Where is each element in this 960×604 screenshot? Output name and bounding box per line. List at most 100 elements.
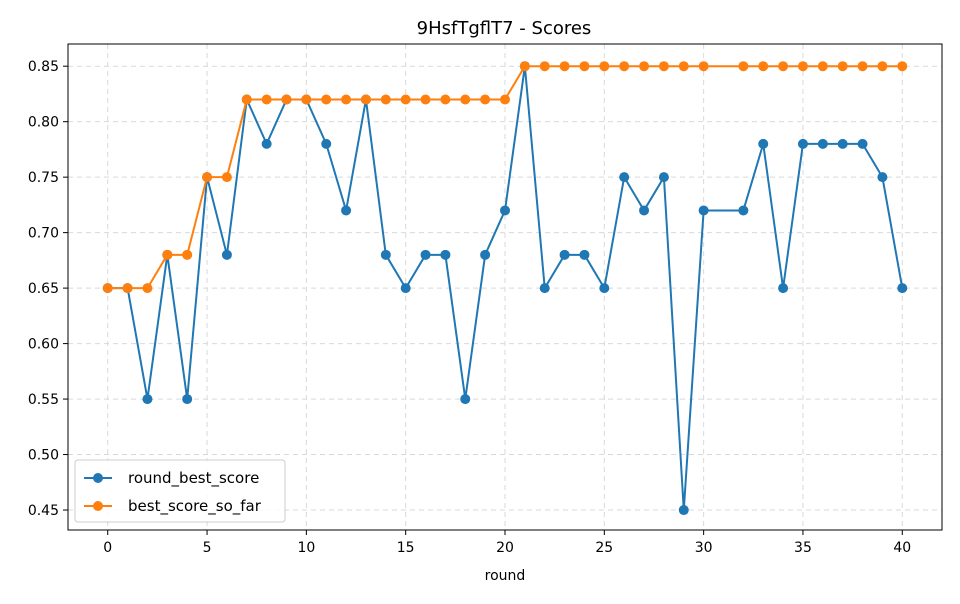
legend-label-best-score-so-far: best_score_so_far bbox=[128, 497, 262, 516]
axis-ticks: 0 5 10 15 20 25 30 35 40 0.45 0.50 0.55 0.60 0.65 0.70… bbox=[28, 59, 911, 556]
x-tick-label: 25 bbox=[595, 540, 613, 556]
data-point-round-best-score bbox=[420, 249, 431, 260]
data-point-round-best-score bbox=[182, 394, 193, 405]
data-point-round-best-score bbox=[639, 205, 650, 216]
data-point-best-score-so-far bbox=[321, 94, 332, 105]
series-line-best-score-so-far bbox=[107, 65, 903, 290]
data-point-best-score-so-far bbox=[877, 61, 888, 72]
data-point-best-score-so-far bbox=[301, 94, 312, 105]
data-point-best-score-so-far bbox=[360, 94, 371, 105]
data-point-best-score-so-far bbox=[440, 94, 451, 105]
data-point-round-best-score bbox=[778, 283, 789, 294]
data-point-round-best-score bbox=[758, 138, 769, 149]
x-tick-label: 20 bbox=[496, 540, 514, 556]
legend-marker-best-score-so-far bbox=[93, 501, 103, 511]
x-axis-label: round bbox=[485, 568, 526, 584]
data-point-best-score-so-far bbox=[579, 61, 590, 72]
data-point-best-score-so-far bbox=[559, 61, 570, 72]
y-tick-label: 0.55 bbox=[28, 392, 59, 408]
data-point-best-score-so-far bbox=[380, 94, 391, 105]
data-point-round-best-score bbox=[678, 505, 689, 516]
data-point-best-score-so-far bbox=[857, 61, 868, 72]
y-tick-label: 0.50 bbox=[28, 448, 59, 464]
x-tick-label: 40 bbox=[893, 540, 911, 556]
data-point-best-score-so-far bbox=[182, 249, 193, 260]
legend: round_best_score best_score_so_far bbox=[74, 459, 286, 523]
x-tick-label: 10 bbox=[297, 540, 315, 556]
data-point-round-best-score bbox=[400, 283, 411, 294]
y-tick-label: 0.65 bbox=[28, 281, 59, 297]
data-point-best-score-so-far bbox=[241, 94, 252, 105]
data-point-best-score-so-far bbox=[678, 61, 689, 72]
x-tick-label: 35 bbox=[794, 540, 812, 556]
data-point-best-score-so-far bbox=[897, 61, 908, 72]
data-point-round-best-score bbox=[500, 205, 510, 216]
data-point-best-score-so-far bbox=[261, 94, 272, 105]
data-point-round-best-score bbox=[221, 249, 232, 260]
x-tick-label: 30 bbox=[695, 540, 713, 556]
series-line-round-best-score bbox=[107, 65, 904, 512]
data-point-best-score-so-far bbox=[162, 249, 173, 260]
grid bbox=[68, 44, 942, 530]
legend-marker-round-best-score bbox=[93, 473, 103, 483]
legend-box bbox=[74, 459, 286, 523]
data-point-round-best-score bbox=[341, 205, 352, 216]
chart-title: 9HsfTgflT7 - Scores bbox=[417, 18, 592, 39]
data-point-round-best-score bbox=[599, 283, 610, 294]
data-point-round-best-score bbox=[460, 394, 471, 405]
data-point-round-best-score bbox=[619, 172, 630, 183]
data-point-best-score-so-far bbox=[519, 61, 530, 72]
data-point-round-best-score bbox=[480, 249, 491, 260]
x-tick-label: 0 bbox=[103, 540, 112, 556]
data-point-best-score-so-far bbox=[500, 94, 510, 105]
y-tick-label: 0.80 bbox=[28, 115, 59, 131]
data-point-best-score-so-far bbox=[738, 61, 749, 72]
data-point-best-score-so-far bbox=[797, 61, 808, 72]
y-tick-label: 0.75 bbox=[28, 170, 59, 186]
data-point-best-score-so-far bbox=[619, 61, 630, 72]
data-point-round-best-score bbox=[539, 283, 550, 294]
data-point-round-best-score bbox=[579, 249, 590, 260]
x-tick-label: 5 bbox=[203, 540, 212, 556]
data-point-best-score-so-far bbox=[758, 61, 769, 72]
data-point-best-score-so-far bbox=[817, 61, 828, 72]
y-tick-label: 0.60 bbox=[28, 337, 59, 353]
data-point-best-score-so-far bbox=[837, 61, 848, 72]
legend-label-round-best-score: round_best_score bbox=[128, 469, 259, 488]
y-tick-label: 0.45 bbox=[28, 503, 59, 519]
data-point-best-score-so-far bbox=[102, 283, 113, 294]
data-point-best-score-so-far bbox=[420, 94, 431, 105]
y-tick-label: 0.85 bbox=[28, 59, 59, 75]
data-point-best-score-so-far bbox=[142, 283, 153, 294]
data-point-best-score-so-far bbox=[460, 94, 471, 105]
data-point-round-best-score bbox=[897, 283, 908, 294]
data-point-round-best-score bbox=[877, 172, 888, 183]
series-best-score-so-far bbox=[102, 61, 908, 294]
data-point-best-score-so-far bbox=[658, 61, 669, 72]
data-point-round-best-score bbox=[440, 249, 451, 260]
y-tick-label: 0.70 bbox=[28, 226, 59, 242]
data-point-best-score-so-far bbox=[221, 172, 232, 183]
data-point-round-best-score bbox=[380, 249, 391, 260]
data-point-round-best-score bbox=[857, 138, 868, 149]
data-point-best-score-so-far bbox=[122, 283, 133, 294]
data-point-round-best-score bbox=[797, 138, 808, 149]
data-point-round-best-score bbox=[261, 138, 272, 149]
data-point-round-best-score bbox=[738, 205, 749, 216]
data-point-best-score-so-far bbox=[539, 61, 550, 72]
data-point-best-score-so-far bbox=[281, 94, 292, 105]
data-point-best-score-so-far bbox=[639, 61, 650, 72]
data-point-best-score-so-far bbox=[202, 172, 213, 183]
data-point-best-score-so-far bbox=[400, 94, 411, 105]
data-point-round-best-score bbox=[817, 138, 828, 149]
data-point-best-score-so-far bbox=[480, 94, 491, 105]
data-point-round-best-score bbox=[559, 249, 570, 260]
data-point-round-best-score bbox=[142, 394, 153, 405]
data-point-round-best-score bbox=[658, 172, 669, 183]
x-tick-label: 15 bbox=[397, 540, 415, 556]
data-point-best-score-so-far bbox=[341, 94, 352, 105]
data-point-round-best-score bbox=[698, 205, 709, 216]
data-point-round-best-score bbox=[837, 138, 848, 149]
data-point-best-score-so-far bbox=[778, 61, 789, 72]
